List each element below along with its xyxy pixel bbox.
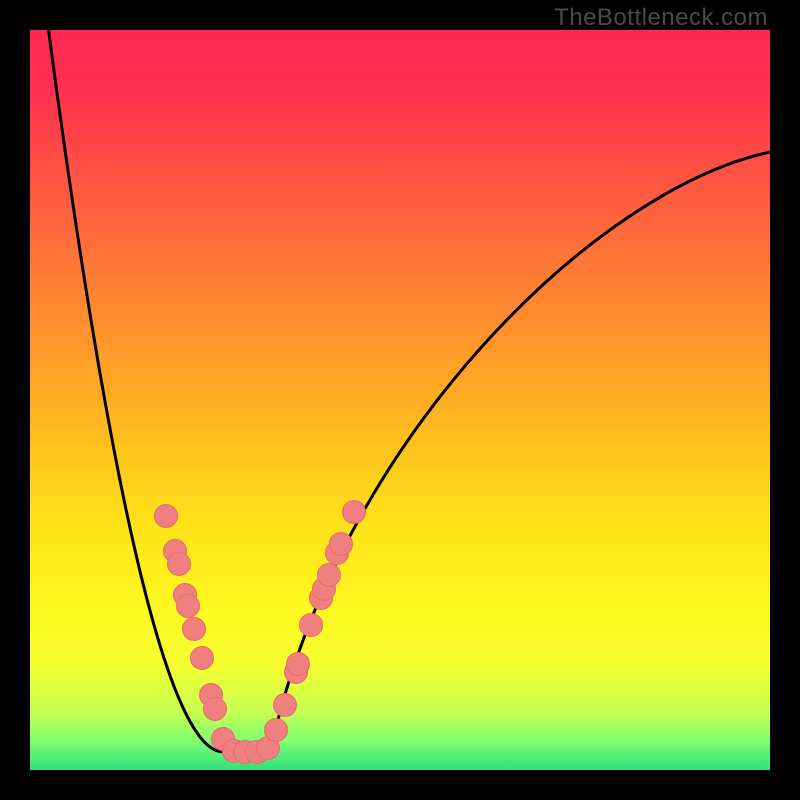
data-point bbox=[176, 594, 200, 618]
bottleneck-curve bbox=[49, 30, 771, 752]
data-point bbox=[182, 617, 206, 641]
chart-frame bbox=[0, 0, 800, 800]
data-point bbox=[286, 652, 310, 676]
curve-layer bbox=[30, 30, 770, 770]
data-point bbox=[190, 646, 214, 670]
data-point bbox=[154, 504, 178, 528]
data-point bbox=[342, 500, 366, 524]
data-point bbox=[264, 718, 288, 742]
data-point bbox=[273, 693, 297, 717]
data-point bbox=[203, 697, 227, 721]
data-point bbox=[329, 532, 353, 556]
watermark-text: TheBottleneck.com bbox=[554, 4, 768, 32]
data-point bbox=[317, 563, 341, 587]
data-point bbox=[299, 613, 323, 637]
data-point bbox=[167, 552, 191, 576]
plot-area bbox=[30, 30, 770, 770]
